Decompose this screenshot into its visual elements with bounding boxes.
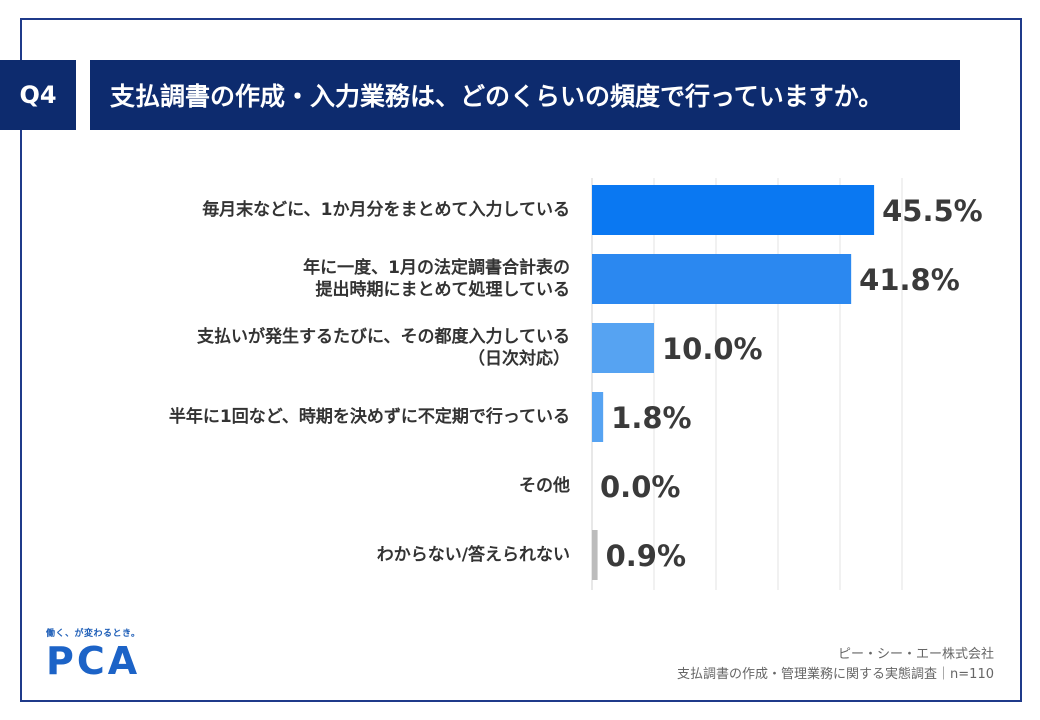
category-label-line: 半年に1回など、時期を決めずに不定期で行っている <box>168 407 570 427</box>
bar <box>592 323 654 373</box>
category-label: 支払いが発生するたびに、その都度入力している （日次対応） <box>150 326 570 370</box>
category-label: わからない/答えられない <box>150 544 570 566</box>
chart-frame <box>20 18 1022 702</box>
bar-value-label: 0.0% <box>600 470 680 504</box>
bar <box>592 254 852 304</box>
footer-company: ピー・シー・エー株式会社 <box>837 647 994 662</box>
bar <box>592 185 875 235</box>
category-label-line: わからない/答えられない <box>376 545 570 565</box>
bar-value-label: 1.8% <box>611 401 691 435</box>
brand: 働く、が変わるとき。 PCA <box>46 626 141 681</box>
category-label: 半年に1回など、時期を決めずに不定期で行っている <box>150 406 570 428</box>
bar-value-label: 45.5% <box>882 194 983 228</box>
category-label-line: その他 <box>519 476 570 496</box>
bar <box>592 392 604 442</box>
category-label-line: 毎月末などに、1か月分をまとめて入力している <box>202 200 570 220</box>
bar-value-label: 0.9% <box>606 539 686 573</box>
category-label: 年に一度、1月の法定調書合計表の 提出時期にまとめて処理している <box>150 257 570 301</box>
footer-survey: 支払調書の作成・管理業務に関する実態調査｜n=110 <box>677 667 994 682</box>
category-label-line: （日次対応） <box>468 349 570 369</box>
brand-logo: PCA <box>46 639 141 683</box>
footer: ピー・シー・エー株式会社 支払調書の作成・管理業務に関する実態調査｜n=110 <box>677 645 994 685</box>
category-label: その他 <box>150 475 570 497</box>
bar-value-label: 41.8% <box>859 263 960 297</box>
bar <box>592 530 598 580</box>
category-label-line: 支払いが発生するたびに、その都度入力している <box>197 327 570 347</box>
question-title: 支払調書の作成・入力業務は、どのくらいの頻度で行っていますか。 <box>90 60 960 130</box>
brand-tagline: 働く、が変わるとき。 <box>46 629 141 639</box>
category-label-line: 年に一度、1月の法定調書合計表の <box>303 258 570 278</box>
category-label-line: 提出時期にまとめて処理している <box>315 280 571 300</box>
category-label: 毎月末などに、1か月分をまとめて入力している <box>150 199 570 221</box>
question-badge: Q4 <box>0 60 76 130</box>
bar-value-label: 10.0% <box>662 332 763 366</box>
